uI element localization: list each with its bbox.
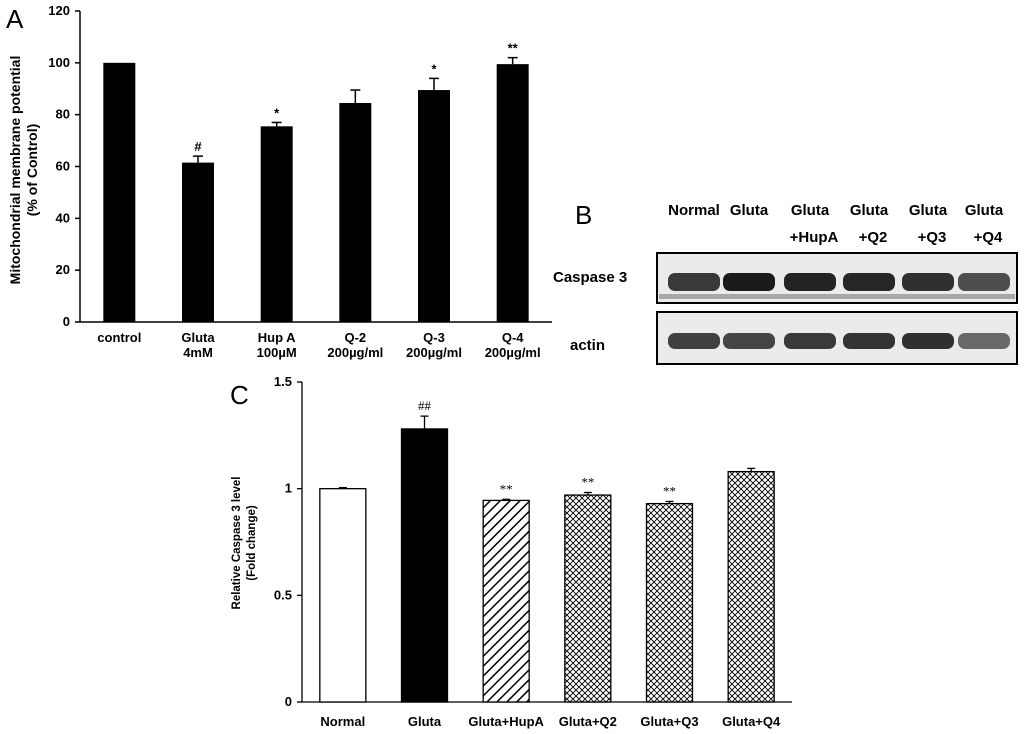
y-tick-label: 60 bbox=[56, 159, 70, 174]
y-tick-label: 0 bbox=[63, 314, 70, 329]
y-tick-label: 80 bbox=[56, 107, 70, 122]
x-tick-label: Gluta bbox=[408, 714, 442, 729]
panel-b-letter: B bbox=[575, 200, 592, 230]
x-tick-label: Gluta bbox=[181, 330, 215, 345]
lane-label: Gluta bbox=[730, 202, 769, 219]
y-tick-label: 120 bbox=[48, 3, 70, 18]
significance-mark: ** bbox=[663, 483, 676, 498]
bar bbox=[319, 488, 367, 703]
y-tick-label: 20 bbox=[56, 262, 70, 277]
blot-row-label: actin bbox=[570, 337, 605, 354]
significance-mark: * bbox=[274, 105, 280, 120]
bar bbox=[482, 499, 530, 703]
significance-mark: ** bbox=[500, 481, 513, 496]
bar bbox=[418, 90, 450, 322]
bar bbox=[727, 470, 775, 703]
panel-a: A Mitochondrial membrane potential (% of… bbox=[6, 3, 552, 360]
panel-c-category-labels: Normal Gluta Gluta+HupA Gluta+Q2 Gluta+Q3 Glu… bbox=[320, 714, 781, 729]
blot-band bbox=[668, 333, 720, 349]
x-tick-label-line2: 200µg/ml bbox=[406, 345, 462, 360]
bar bbox=[260, 126, 293, 323]
blot-band bbox=[668, 273, 720, 291]
lane-label: Gluta bbox=[965, 202, 1004, 219]
blot-band bbox=[723, 333, 775, 349]
lane-label: Gluta bbox=[909, 202, 948, 219]
x-tick-label: Gluta+Q2 bbox=[559, 714, 617, 729]
x-tick-label: Q-3 bbox=[423, 330, 445, 345]
y-tick-label: 1 bbox=[285, 481, 292, 496]
significance-mark: ** bbox=[581, 475, 594, 490]
blot-band bbox=[784, 333, 836, 349]
blot-band bbox=[843, 273, 895, 291]
panel-c: C Relative Caspase 3 level (Fold change)… bbox=[230, 374, 792, 729]
blot-band bbox=[958, 333, 1010, 349]
bar bbox=[645, 502, 694, 703]
panel-c-axes: 0 0.5 1 1.5 bbox=[274, 374, 792, 709]
y-tick-label: 100 bbox=[48, 55, 70, 70]
bar bbox=[339, 103, 372, 322]
x-tick-label: control bbox=[97, 330, 141, 345]
panel-a-letter: A bbox=[6, 4, 24, 34]
blot-band bbox=[902, 273, 954, 291]
blot-band bbox=[902, 333, 954, 349]
blot-row-label: Caspase 3 bbox=[553, 269, 627, 286]
bar bbox=[564, 494, 612, 703]
blot-frame bbox=[656, 311, 1018, 365]
significance-mark: * bbox=[431, 61, 437, 76]
panel-a-ylabel-line2: (% of Control) bbox=[24, 124, 40, 217]
panel-c-ylabel-line2: (Fold change) bbox=[246, 505, 258, 581]
lane-label: Gluta bbox=[791, 202, 830, 219]
significance-mark: # bbox=[194, 139, 202, 154]
panel-c-bars: ## ** ** ** bbox=[319, 398, 775, 703]
x-tick-label: Normal bbox=[320, 714, 365, 729]
x-tick-label-line2: 4mM bbox=[183, 345, 213, 360]
significance-mark: ** bbox=[508, 41, 519, 56]
y-tick-label: 40 bbox=[56, 210, 70, 225]
blot-band bbox=[784, 273, 836, 291]
x-tick-label: Gluta+Q4 bbox=[722, 714, 781, 729]
y-tick-label: 0.5 bbox=[274, 587, 292, 602]
y-tick-label: 1.5 bbox=[274, 374, 292, 389]
lane-label: Normal bbox=[668, 202, 720, 219]
x-tick-label-line2: 100µM bbox=[257, 345, 297, 360]
bar bbox=[400, 428, 449, 703]
panel-b-lane-labels: Normal Gluta Gluta +HupA Gluta +Q2 Gluta +Q3 Glu… bbox=[668, 202, 1004, 246]
x-tick-label: Q-4 bbox=[502, 330, 524, 345]
x-tick-label-line2: 200µg/ml bbox=[327, 345, 383, 360]
lane-label: Gluta bbox=[850, 202, 889, 219]
lane-label-line2: +HupA bbox=[790, 229, 839, 246]
blot-band bbox=[723, 273, 775, 291]
x-tick-label: Gluta+HupA bbox=[468, 714, 544, 729]
panel-b-blot-rows: Caspase 3 actin bbox=[553, 252, 1018, 365]
lane-label-line2: +Q4 bbox=[974, 229, 1003, 246]
x-tick-label-line2: 200µg/ml bbox=[485, 345, 541, 360]
y-tick-label: 0 bbox=[285, 694, 292, 709]
panel-c-letter: C bbox=[230, 380, 249, 410]
bar bbox=[103, 62, 136, 322]
x-tick-label: Hup A bbox=[258, 330, 296, 345]
bar bbox=[496, 64, 529, 323]
panel-a-axes: 0 20 40 60 80 100 120 bbox=[48, 3, 552, 329]
blot-background-band bbox=[659, 294, 1015, 299]
panel-b: B Normal Gluta Gluta +HupA Gluta +Q2 Gluta +Q3 G… bbox=[553, 200, 1018, 365]
panel-a-bars: #**** bbox=[103, 41, 529, 323]
x-tick-label: Q-2 bbox=[344, 330, 366, 345]
lane-label-line2: +Q2 bbox=[859, 229, 888, 246]
panel-c-ylabel-line1: Relative Caspase 3 level bbox=[231, 477, 243, 610]
blot-band bbox=[843, 333, 895, 349]
lane-label-line2: +Q3 bbox=[918, 229, 947, 246]
bar bbox=[182, 162, 214, 322]
blot-band bbox=[958, 273, 1010, 291]
significance-mark: ## bbox=[418, 398, 432, 413]
panel-a-ylabel-line1: Mitochondrial membrane potential bbox=[7, 56, 23, 285]
x-tick-label: Gluta+Q3 bbox=[640, 714, 698, 729]
